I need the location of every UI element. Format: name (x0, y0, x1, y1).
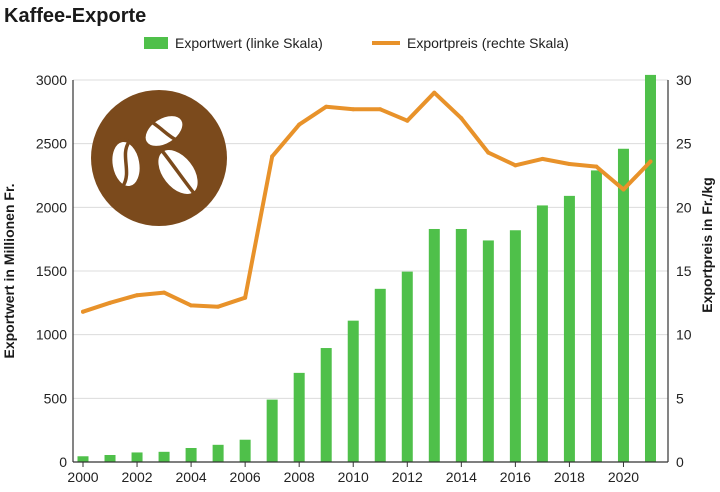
price-point-2006 (243, 295, 248, 300)
price-point-2002 (135, 293, 140, 298)
x-tick-label: 2012 (392, 469, 423, 485)
bar-2018 (563, 195, 575, 462)
price-line (81, 90, 653, 314)
price-point-2010 (351, 107, 356, 112)
chart-title: Kaffee-Exporte (4, 5, 146, 27)
y-right-tick-label: 15 (676, 263, 692, 279)
bar-2011 (374, 288, 386, 462)
bar-2003 (158, 451, 170, 462)
price-point-2017 (540, 156, 545, 161)
bar-2017 (536, 205, 548, 462)
bar-2009 (320, 348, 332, 462)
y-left-tick-label: 1000 (36, 327, 67, 343)
y-left-tick-label: 0 (59, 454, 67, 470)
y-right-tick-label: 25 (676, 136, 692, 152)
x-tick-label: 2016 (500, 469, 531, 485)
price-point-2012 (405, 118, 410, 123)
bar-2015 (482, 240, 494, 462)
y-right-tick-label: 5 (676, 390, 684, 406)
tick-labels: 0 500 1000 1500 2000 2500 3000 0 5 10 15 20 25 30 2000… (36, 72, 692, 485)
x-tick-label: 2018 (554, 469, 585, 485)
y-axis-left-label: Exportwert in Millionen Fr. (1, 183, 17, 358)
bar-2010 (347, 320, 359, 462)
bar-2021 (644, 74, 656, 462)
bar-2014 (455, 228, 467, 462)
bar-2000 (77, 456, 89, 462)
y-right-tick-label: 0 (676, 454, 684, 470)
price-point-2013 (432, 90, 437, 95)
legend-label-exportwert: Exportwert (linke Skala) (175, 35, 323, 51)
price-point-2019 (594, 164, 599, 169)
price-point-2008 (297, 122, 302, 127)
bar-2020 (617, 148, 629, 462)
bar-2006 (239, 439, 251, 462)
x-tick-label: 2002 (121, 469, 152, 485)
y-right-tick-label: 20 (676, 199, 692, 215)
y-left-tick-label: 500 (44, 390, 68, 406)
x-tick-label: 2004 (176, 469, 207, 485)
legend-swatch-exportwert (144, 37, 168, 49)
x-tick-label: 2008 (284, 469, 315, 485)
x-tick-label: 2000 (67, 469, 98, 485)
price-point-2004 (189, 303, 194, 308)
price-point-2018 (567, 162, 572, 167)
bar-2012 (401, 271, 413, 462)
y-right-tick-label: 30 (676, 72, 692, 88)
y-left-tick-label: 2000 (36, 199, 67, 215)
x-tick-label: 2020 (608, 469, 639, 485)
price-point-2007 (270, 154, 275, 159)
price-point-2000 (81, 309, 85, 314)
bar-2007 (266, 399, 278, 462)
price-point-2014 (459, 116, 464, 121)
x-tick-label: 2014 (446, 469, 477, 485)
x-tick-label: 2010 (338, 469, 369, 485)
y-right-tick-label: 10 (676, 327, 692, 343)
x-tick-label: 2006 (230, 469, 261, 485)
price-point-2015 (486, 150, 491, 155)
bar-2001 (104, 454, 116, 462)
y-left-tick-label: 2500 (36, 136, 67, 152)
bar-2005 (212, 444, 224, 462)
price-point-2005 (216, 304, 221, 309)
coffee-badge (91, 90, 227, 226)
price-point-2021 (648, 159, 653, 164)
price-point-2016 (513, 163, 518, 168)
price-point-2020 (621, 187, 626, 192)
bar-2016 (509, 230, 521, 462)
bars (77, 74, 656, 462)
bar-2004 (185, 447, 197, 462)
y-axis-right-label: Exportpreis in Fr./kg (699, 177, 715, 312)
legend: Exportwert (linke Skala) Exportpreis (re… (144, 35, 569, 51)
price-point-2009 (324, 104, 329, 109)
bar-2019 (590, 170, 602, 462)
bar-2002 (131, 452, 143, 462)
y-left-tick-label: 3000 (36, 72, 67, 88)
coffee-beans-icon (108, 112, 202, 198)
bar-2008 (293, 372, 305, 462)
price-line-layer (81, 90, 653, 314)
legend-label-exportpreis: Exportpreis (rechte Skala) (407, 35, 569, 51)
price-point-2011 (378, 107, 383, 112)
price-point-2001 (108, 300, 113, 305)
bar-2013 (428, 228, 440, 462)
y-left-tick-label: 1500 (36, 263, 67, 279)
price-point-2003 (162, 290, 167, 295)
